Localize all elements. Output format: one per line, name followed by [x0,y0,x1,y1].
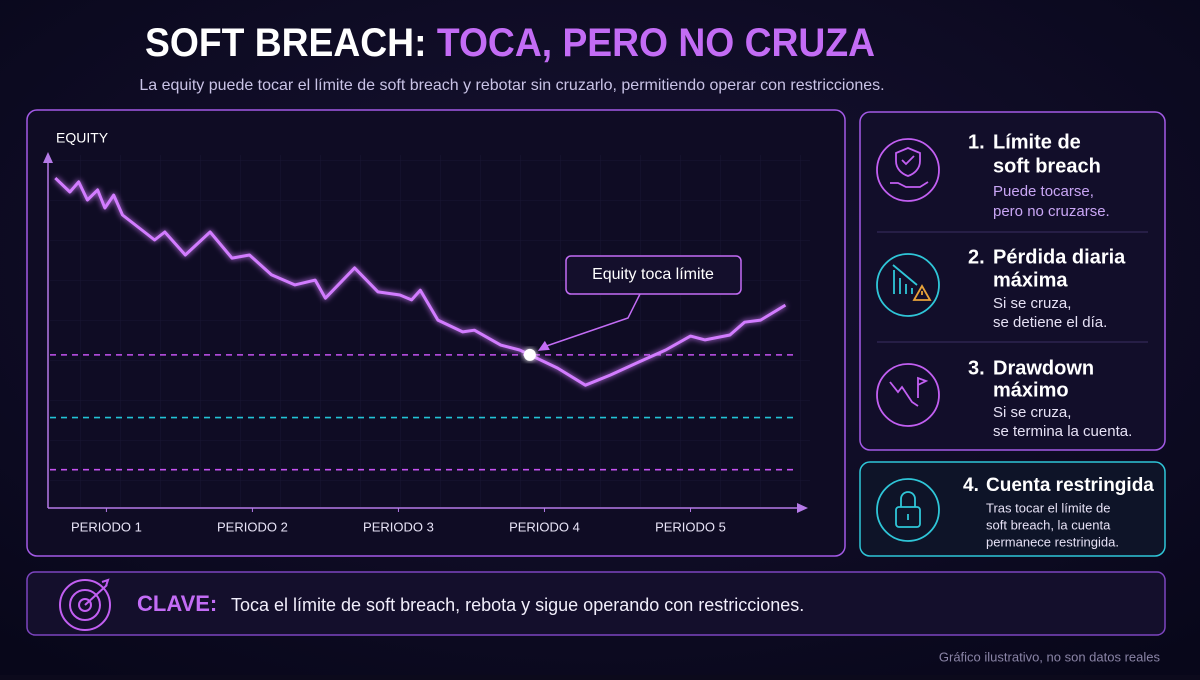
drawdown-icon [889,381,919,407]
rule-description: pero no cruzarse. [993,203,1110,220]
rule-title: soft breach [993,155,1101,177]
rule-title: Pérdida diaria [993,246,1126,268]
rule-title: Límite de [993,131,1081,153]
equity-line [54,177,787,387]
rule-number: 1. [968,131,985,153]
rules-panel [859,111,1166,451]
rule-number: 2. [968,246,985,268]
icon-ring [876,138,940,202]
target-ring [69,589,101,621]
rule-description: soft breach, la cuenta [986,517,1111,532]
rule-description: se detiene el día. [993,314,1107,331]
title-lead: SOFT BREACH: [145,21,426,65]
x-tick-label: PERIODO 5 [655,519,726,534]
x-axis-arrow [797,503,808,513]
rule-description: Si se cruza, [993,295,1071,312]
icon-ring [876,253,940,317]
warning-icon [912,284,932,301]
target-ring [78,598,92,612]
check-icon [901,155,915,166]
rule-number: 4. [963,475,979,496]
chart-down-icon [892,264,918,294]
title: SOFT BREACH: TOCA, PERO NO CRUZA [145,21,875,65]
chart-grid-bg [50,155,810,507]
icons [876,138,940,542]
lock-body [895,506,921,528]
icon-ring [876,478,940,542]
target-icon [59,578,111,631]
rule-description: Tras tocar el límite de [986,500,1111,515]
x-tick-label: PERIODO 4 [509,519,580,534]
footer-note: Gráfico ilustrativo, no son datos reales [939,649,1161,664]
rule-description: permanece restringida. [986,534,1119,549]
subtitle: La equity puede tocar el límite de soft … [139,77,884,94]
icon-ring [876,363,940,427]
annotation-arrow [543,293,641,348]
key-panel [26,571,1166,636]
target-ring [59,579,111,631]
rule-description: se termina la cuenta. [993,423,1132,440]
key-text: Toca el límite de soft breach, rebota y … [231,595,804,615]
rule-title: Cuenta restringida [986,475,1154,496]
annotation-text: Equity toca límite [592,266,714,283]
x-tick-label: PERIODO 2 [217,519,288,534]
touch-point [523,348,536,361]
annotation-arrowhead [537,340,550,351]
y-axis-label: EQUITY [56,130,109,146]
title-accent: TOCA, PERO NO CRUZA [437,21,875,65]
rule-title: máximo [993,379,1069,401]
restricted-panel [859,461,1166,557]
rule-description: Puede tocarse, [993,183,1094,200]
shield-icon [895,147,921,177]
annotation-box [565,255,742,295]
flag-icon [917,376,929,398]
x-tick-label: PERIODO 1 [71,519,142,534]
hand-icon [890,181,929,188]
target-arrow [84,578,110,606]
y-axis-arrow [43,152,53,163]
rule-title: máxima [993,269,1068,291]
rule-number: 3. [968,357,985,379]
rule-title: Drawdown [993,357,1094,379]
lock-shackle [900,491,916,520]
x-tick-label: PERIODO 3 [363,519,434,534]
key-label: CLAVE: [137,591,217,616]
rule-description: Si se cruza, [993,404,1071,421]
